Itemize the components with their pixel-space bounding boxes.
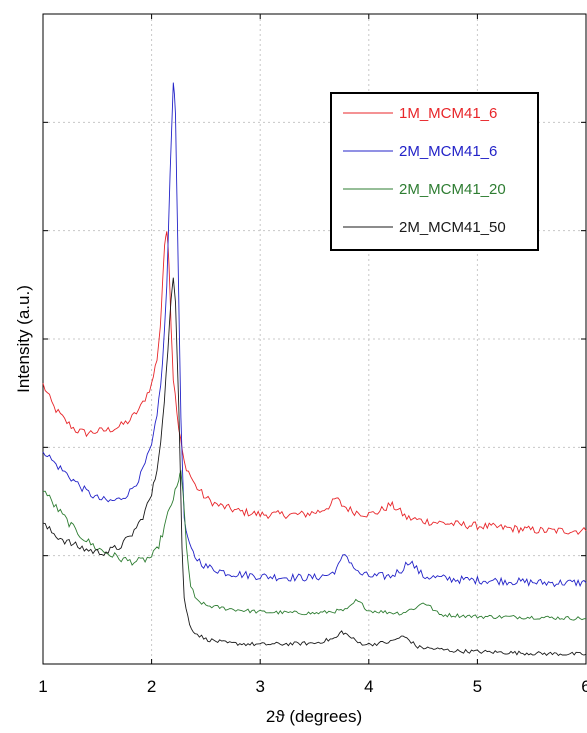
legend-label: 1M_MCM41_6 — [399, 105, 497, 122]
axis-ticks — [42, 14, 587, 664]
series-line-2 — [42, 469, 587, 621]
x-tick-label: 2 — [147, 677, 156, 696]
x-tick-label: 1 — [38, 677, 47, 696]
y-axis-title: Intensity (a.u.) — [14, 285, 33, 393]
grid-lines — [43, 14, 586, 664]
legend: 1M_MCM41_6 2M_MCM41_6 2M_MCM41_20 2M_MCM41_… — [330, 92, 539, 251]
legend-box — [330, 92, 539, 251]
x-tick-label: 4 — [364, 677, 373, 696]
series-lines — [42, 82, 587, 657]
x-tick-label: 5 — [473, 677, 482, 696]
series-line-1 — [42, 82, 587, 588]
series-line-3 — [42, 277, 587, 657]
legend-label: 2M_MCM41_50 — [399, 219, 506, 236]
x-tick-labels: 1 2 3 4 5 6 — [38, 677, 587, 696]
series-line-0 — [42, 231, 587, 535]
x-tick-label: 6 — [581, 677, 587, 696]
x-axis-title: 2ϑ (degrees) — [266, 707, 362, 726]
x-tick-label: 3 — [255, 677, 264, 696]
legend-label: 2M_MCM41_20 — [399, 181, 506, 198]
legend-label: 2M_MCM41_6 — [399, 143, 497, 160]
